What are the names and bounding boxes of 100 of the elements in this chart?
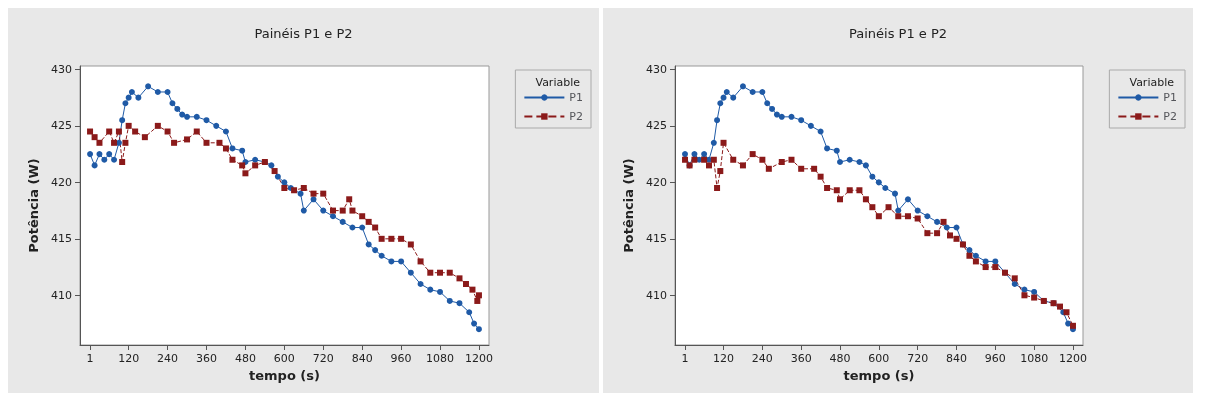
x-tick-label: 960 xyxy=(390,352,412,365)
point xyxy=(135,94,142,101)
x-tick-label: 240 xyxy=(157,352,179,365)
legend-label: P1 xyxy=(569,91,584,104)
point xyxy=(252,162,259,169)
point xyxy=(846,156,853,163)
x-tick-label: 1200 xyxy=(464,352,493,365)
point xyxy=(252,156,259,163)
point xyxy=(91,134,98,141)
point xyxy=(229,156,236,163)
point xyxy=(125,94,132,101)
point xyxy=(730,94,737,101)
point xyxy=(274,173,281,180)
point xyxy=(300,207,307,214)
point xyxy=(691,151,698,158)
x-tick-label: 960 xyxy=(984,352,1006,365)
point xyxy=(471,320,478,327)
x-tick-label: 1080 xyxy=(426,352,455,365)
point xyxy=(749,151,756,158)
point xyxy=(807,122,814,129)
point xyxy=(833,147,840,154)
point xyxy=(862,162,869,169)
point xyxy=(128,88,135,95)
point xyxy=(101,156,108,163)
point xyxy=(885,204,892,211)
y-tick-label: 420 xyxy=(646,175,667,189)
point xyxy=(179,111,186,118)
x-tick-label: 1 xyxy=(681,352,689,365)
point xyxy=(154,88,161,95)
point xyxy=(717,168,724,175)
point xyxy=(164,88,171,95)
point xyxy=(349,207,356,214)
point xyxy=(475,292,482,299)
point xyxy=(1021,292,1028,299)
point xyxy=(798,165,805,172)
point xyxy=(764,100,771,107)
point xyxy=(446,297,453,304)
point xyxy=(869,204,876,211)
point xyxy=(242,170,249,177)
point xyxy=(892,190,899,197)
point xyxy=(824,145,831,152)
point xyxy=(310,190,317,197)
point xyxy=(778,159,785,166)
point xyxy=(966,247,973,254)
point xyxy=(164,128,171,135)
point xyxy=(869,173,876,180)
point xyxy=(710,139,717,146)
point xyxy=(437,288,444,295)
point xyxy=(407,269,414,276)
point xyxy=(717,100,724,107)
point xyxy=(856,159,863,166)
point xyxy=(193,113,200,120)
point xyxy=(365,218,372,225)
point xyxy=(122,100,129,107)
point xyxy=(291,187,298,194)
point xyxy=(904,196,911,203)
y-tick-label: 410 xyxy=(646,288,667,302)
point xyxy=(837,159,844,166)
point xyxy=(914,207,921,214)
point xyxy=(875,179,882,186)
point xyxy=(437,269,444,276)
point xyxy=(106,151,113,158)
y-tick-label: 430 xyxy=(646,62,667,76)
point xyxy=(992,258,999,265)
point xyxy=(934,218,941,225)
point xyxy=(837,196,844,203)
point xyxy=(992,264,999,271)
point xyxy=(119,117,126,124)
y-axis-title: Potência (W) xyxy=(621,158,636,253)
point xyxy=(193,128,200,135)
point xyxy=(122,139,129,146)
x-tick-label: 720 xyxy=(907,352,929,365)
y-tick-label: 430 xyxy=(51,62,72,76)
point xyxy=(339,218,346,225)
point xyxy=(972,252,979,259)
point xyxy=(184,113,191,120)
point xyxy=(222,128,229,135)
x-tick-label: 600 xyxy=(868,352,890,365)
y-tick-label: 420 xyxy=(51,175,72,189)
point xyxy=(943,224,950,231)
point xyxy=(268,162,275,169)
x-tick-label: 240 xyxy=(751,352,773,365)
point xyxy=(924,213,931,220)
point xyxy=(154,122,161,129)
x-tick-label: 360 xyxy=(195,352,217,365)
point xyxy=(749,88,756,95)
legend-label: P2 xyxy=(1163,110,1178,123)
point xyxy=(427,269,434,276)
point xyxy=(398,258,405,265)
point xyxy=(833,187,840,194)
point xyxy=(882,184,889,191)
point xyxy=(417,258,424,265)
point xyxy=(773,111,780,118)
point xyxy=(115,128,122,135)
point xyxy=(846,187,853,194)
point xyxy=(119,159,126,166)
point xyxy=(720,139,727,146)
point xyxy=(281,184,288,191)
point xyxy=(456,300,463,307)
x-tick-label: 120 xyxy=(118,352,140,365)
